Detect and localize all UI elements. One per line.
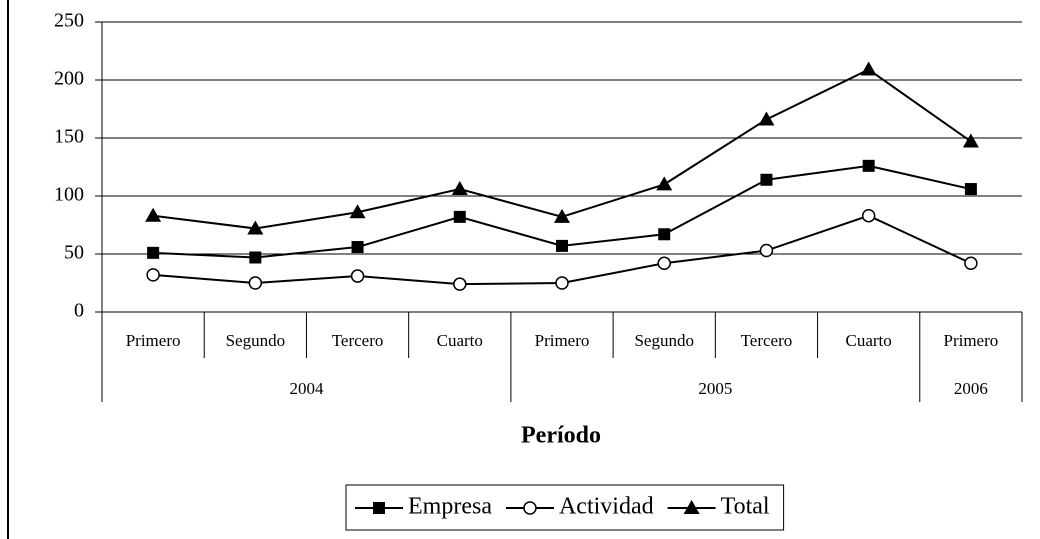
marker (656, 176, 673, 191)
marker (962, 133, 979, 148)
marker (373, 502, 385, 514)
marker (554, 208, 570, 223)
series-line (152, 68, 972, 230)
marker (351, 241, 364, 254)
y-tick-label: 200 (54, 68, 84, 90)
x-axis-title: Período (521, 423, 601, 449)
marker (145, 207, 162, 222)
marker (964, 183, 977, 196)
marker (350, 269, 365, 283)
x-tick-label: Primero (126, 331, 181, 350)
marker (523, 501, 537, 515)
y-tick-label: 250 (54, 10, 84, 32)
legend: Empresa Actividad Total (345, 484, 785, 531)
marker (759, 243, 774, 258)
y-tick-label: 0 (74, 300, 84, 322)
marker (861, 208, 876, 223)
x-tick-label: Tercero (741, 331, 793, 350)
marker (249, 251, 262, 264)
marker (146, 268, 160, 282)
y-tick-label: 150 (54, 126, 84, 148)
marker (555, 276, 569, 290)
y-tick-label: 50 (64, 242, 84, 264)
x-tick-label: Segundo (634, 331, 694, 350)
legend-label: Total (721, 494, 770, 520)
x-tick-label: Cuarto (437, 331, 483, 350)
marker (657, 256, 671, 271)
marker (248, 276, 263, 290)
x-tick-label: Primero (943, 331, 998, 350)
x-tick-label: Cuarto (846, 331, 892, 350)
marker (758, 111, 775, 126)
marker (349, 204, 366, 219)
legend-label: Empresa (408, 494, 492, 520)
legend-label: Actividad (559, 494, 654, 520)
x-group-label: 2005 (698, 379, 732, 398)
marker (247, 220, 264, 235)
marker (453, 277, 467, 291)
marker (860, 61, 877, 76)
marker (683, 500, 700, 514)
marker (556, 239, 568, 252)
marker (862, 159, 875, 172)
marker (760, 173, 773, 186)
marker (453, 210, 466, 223)
marker (964, 256, 978, 271)
x-tick-label: Primero (535, 331, 590, 350)
x-tick-label: Segundo (226, 331, 286, 350)
marker (658, 228, 671, 241)
x-tick-label: Tercero (332, 331, 384, 350)
marker (451, 181, 468, 196)
x-group-label: 2006 (954, 379, 988, 398)
x-group-label: 2004 (289, 379, 324, 398)
y-tick-label: 100 (54, 184, 84, 206)
marker (147, 246, 160, 259)
